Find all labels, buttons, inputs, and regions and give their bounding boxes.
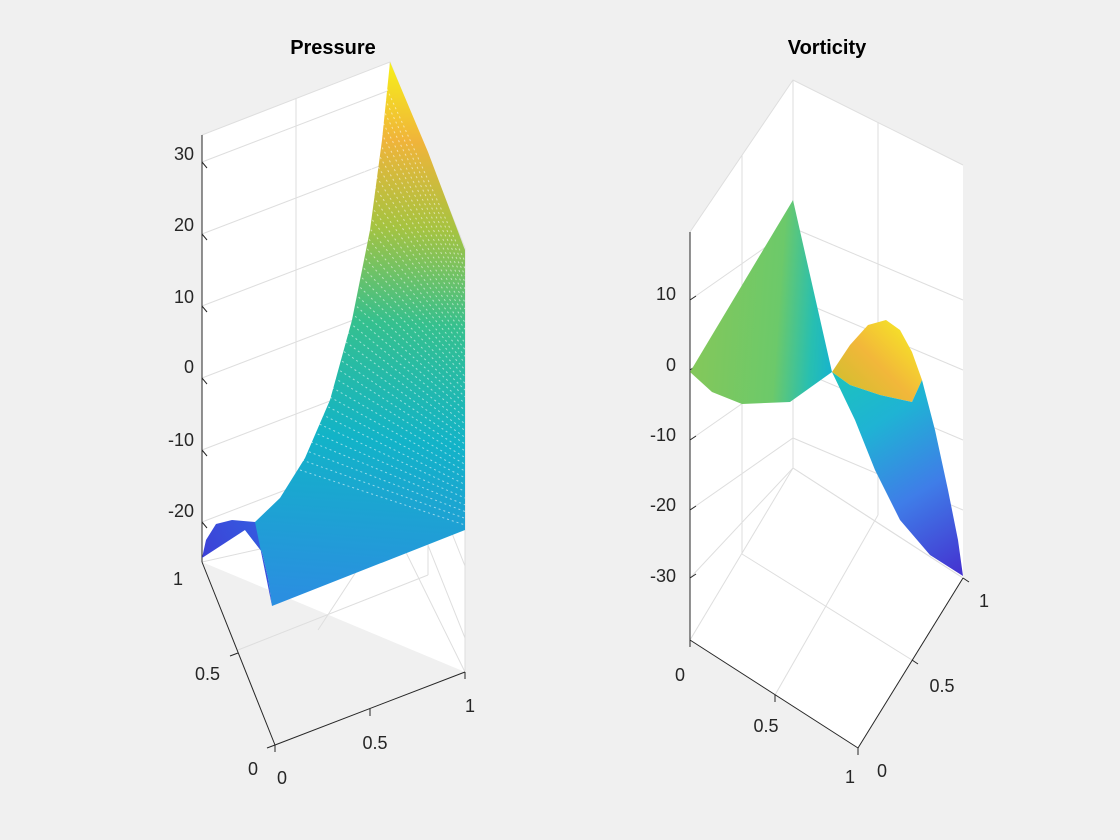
pressure-dot-rows [299,79,466,526]
pressure-dot-row [312,409,466,485]
vorticity-x-axis-line [689,639,859,749]
pressure-z-tick: -20 [168,501,194,521]
pressure-dot-row [337,289,466,404]
pressure-surface-main [232,62,465,606]
vorticity-z-tick: 10 [656,284,676,304]
pressure-dot-row [346,249,466,377]
pressure-surface-rim [202,520,272,606]
pressure-dot-row [310,419,466,492]
vorticity-y-ticks: 0 0.5 1 [877,591,989,781]
pressure-dot-row [363,169,466,323]
vorticity-surface-peak [832,320,922,402]
pressure-x-tick: 0 [277,768,287,788]
pressure-dot-row [306,439,466,506]
pressure-dot-row [333,309,466,418]
pressure-dot-row [344,259,466,384]
pressure-dot-row [367,149,466,310]
pressure-x-tick: 1 [465,696,475,716]
pressure-y-axis-line [201,561,276,746]
pressure-dot-row [329,329,466,431]
pressure-z-tick: -10 [168,430,194,450]
pressure-dot-row [373,119,466,290]
vorticity-title: Vorticity [788,37,867,59]
pressure-dot-row [340,279,466,398]
vorticity-axes: Vorticity 10 0 -10 -20 -30 0 0.5 1 0 0.5… [650,37,989,787]
vorticity-x-tick: 0.5 [753,716,778,736]
pressure-dot-row [348,239,466,371]
pressure-y-tick: 0.5 [195,664,220,684]
pressure-dot-row [316,389,466,472]
pressure-dot-row [321,369,466,458]
vorticity-z-tick: 0 [666,355,676,375]
pressure-dot-row [325,349,466,445]
pressure-dot-row [327,339,466,438]
pressure-y-ticks: 1 0.5 0 [173,569,258,779]
vorticity-tick-marks [689,295,970,755]
vorticity-axes-box [690,80,963,748]
pressure-dot-row [352,219,466,357]
vorticity-z-ticks: 10 0 -10 -20 -30 [650,284,676,586]
pressure-dot-row [371,129,466,296]
pressure-tick-marks [201,161,466,752]
pressure-y-tick: 0 [248,759,258,779]
vorticity-x-ticks: 0 0.5 1 [675,665,855,787]
pressure-dot-row [314,399,466,479]
pressure-dot-row [365,159,466,317]
vorticity-surface-trough [832,372,963,576]
pressure-dot-row [299,469,466,526]
pressure-title: Pressure [290,37,376,59]
pressure-dot-row [361,179,466,330]
vorticity-y-tick: 1 [979,591,989,611]
pressure-dot-row [376,109,466,283]
pressure-dot-row [301,459,466,519]
pressure-z-tick: 0 [184,357,194,377]
pressure-dot-row [342,269,466,391]
pressure-x-ticks: 0 0.5 1 [277,696,475,788]
pressure-dot-row [323,359,466,452]
pressure-z-tick: 10 [174,287,194,307]
pressure-dot-row [350,229,466,364]
pressure-z-tick: 30 [174,144,194,164]
vorticity-y-tick: 0 [877,761,887,781]
pressure-z-tick: 20 [174,215,194,235]
pressure-x-axis-line [274,671,466,746]
vorticity-surface-ridge [690,200,832,404]
pressure-dot-row [304,449,466,512]
vorticity-surface [690,200,963,576]
vorticity-y-axis-line [857,577,964,749]
pressure-y-tick: 1 [173,569,183,589]
pressure-dot-row [335,299,466,411]
pressure-dot-row [369,139,466,303]
pressure-axes: Pressure 30 20 10 0 -10 -20 1 0.5 0 0 0.… [168,37,475,788]
vorticity-z-tick: -20 [650,495,676,515]
pressure-surface [202,62,466,606]
pressure-dot-row [331,319,466,425]
pressure-dot-row [308,429,466,499]
vorticity-x-tick: 1 [845,767,855,787]
pressure-x-tick: 0.5 [362,733,387,753]
vorticity-z-tick: -10 [650,425,676,445]
pressure-z-ticks: 30 20 10 0 -10 -20 [168,144,194,521]
vorticity-z-tick: -30 [650,566,676,586]
pressure-dot-row [382,79,466,263]
vorticity-x-tick: 0 [675,665,685,685]
pressure-dot-row [318,379,466,465]
vorticity-y-tick: 0.5 [929,676,954,696]
pressure-dot-row [359,189,466,337]
